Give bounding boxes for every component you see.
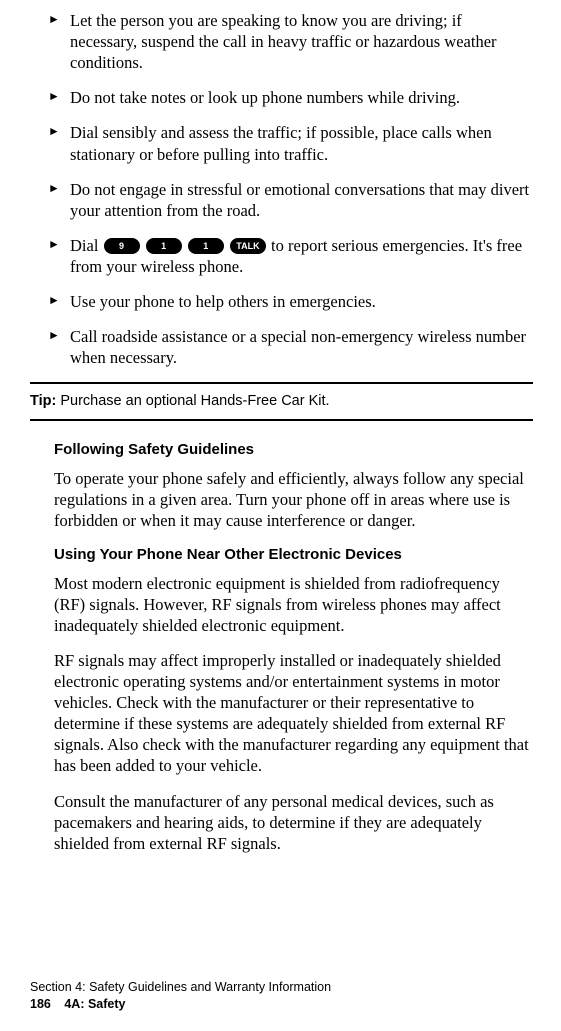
- bullet-list: Let the person you are speaking to know …: [30, 10, 533, 368]
- section-heading: Using Your Phone Near Other Electronic D…: [30, 546, 533, 563]
- list-item: Do not engage in stressful or emotional …: [70, 179, 533, 221]
- page-number: 186: [30, 997, 51, 1011]
- bullet-text: Let the person you are speaking to know …: [70, 11, 497, 72]
- list-item: Do not take notes or look up phone numbe…: [70, 87, 533, 108]
- tip-label: Tip:: [30, 393, 56, 409]
- bullet-text: Call roadside assistance or a special no…: [70, 327, 526, 367]
- bullet-text: Do not engage in stressful or emotional …: [70, 180, 529, 220]
- page-footer: Section 4: Safety Guidelines and Warrant…: [30, 979, 331, 1013]
- bullet-text: Dial sensibly and assess the traffic; if…: [70, 123, 492, 163]
- section-heading: Following Safety Guidelines: [30, 441, 533, 458]
- tip-body: Purchase an optional Hands-Free Car Kit.: [60, 393, 329, 409]
- bullet-text: Do not take notes or look up phone numbe…: [70, 88, 460, 107]
- key-9-icon: 9: [104, 238, 140, 254]
- body-paragraph: Consult the manufacturer of any personal…: [30, 791, 533, 854]
- manual-page: Let the person you are speaking to know …: [0, 0, 561, 1031]
- body-paragraph: RF signals may affect improperly install…: [30, 650, 533, 777]
- list-item: Dial sensibly and assess the traffic; if…: [70, 122, 533, 164]
- page-title: 4A: Safety: [64, 997, 125, 1011]
- body-paragraph: Most modern electronic equipment is shie…: [30, 573, 533, 636]
- list-item: Dial 9 1 1 TALK to report serious emerge…: [70, 235, 533, 277]
- key-1-icon: 1: [188, 238, 224, 254]
- key-1-icon: 1: [146, 238, 182, 254]
- footer-section-line: Section 4: Safety Guidelines and Warrant…: [30, 979, 331, 996]
- tip-text: Tip: Purchase an optional Hands-Free Car…: [30, 392, 533, 411]
- list-item: Let the person you are speaking to know …: [70, 10, 533, 73]
- tip-callout: Tip: Purchase an optional Hands-Free Car…: [30, 382, 533, 421]
- key-talk-icon: TALK: [230, 238, 266, 254]
- bullet-text: Use your phone to help others in emergen…: [70, 292, 376, 311]
- list-item: Use your phone to help others in emergen…: [70, 291, 533, 312]
- list-item: Call roadside assistance or a special no…: [70, 326, 533, 368]
- body-paragraph: To operate your phone safely and efficie…: [30, 468, 533, 531]
- bullet-pre-text: Dial: [70, 236, 103, 255]
- footer-page-line: 186 4A: Safety: [30, 996, 331, 1013]
